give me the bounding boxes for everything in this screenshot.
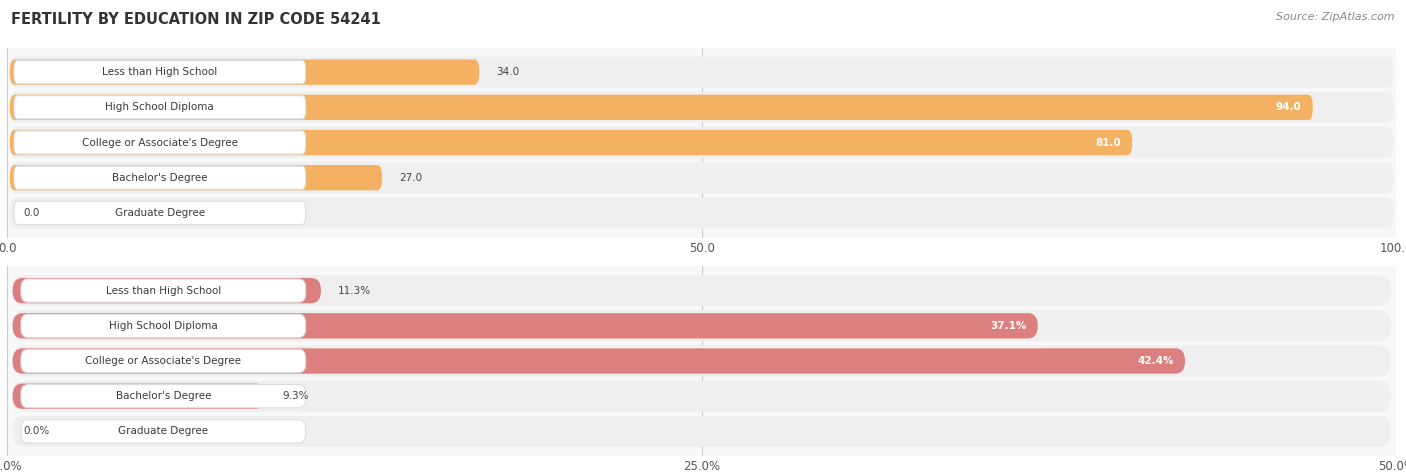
FancyBboxPatch shape: [10, 162, 1393, 193]
Text: 37.1%: 37.1%: [990, 321, 1026, 331]
Text: 94.0: 94.0: [1277, 102, 1302, 112]
Text: High School Diploma: High School Diploma: [105, 102, 214, 112]
Text: Graduate Degree: Graduate Degree: [118, 427, 208, 437]
Text: College or Associate's Degree: College or Associate's Degree: [86, 356, 242, 366]
FancyBboxPatch shape: [21, 279, 305, 302]
FancyBboxPatch shape: [10, 130, 1132, 155]
FancyBboxPatch shape: [13, 313, 1038, 339]
Text: 0.0: 0.0: [24, 208, 41, 218]
Text: College or Associate's Degree: College or Associate's Degree: [82, 137, 238, 148]
FancyBboxPatch shape: [13, 416, 1391, 447]
FancyBboxPatch shape: [13, 310, 1391, 342]
Text: Bachelor's Degree: Bachelor's Degree: [112, 173, 208, 183]
FancyBboxPatch shape: [14, 131, 305, 154]
FancyBboxPatch shape: [14, 201, 305, 225]
FancyBboxPatch shape: [14, 95, 305, 119]
FancyBboxPatch shape: [13, 345, 1391, 377]
Text: Bachelor's Degree: Bachelor's Degree: [115, 391, 211, 401]
FancyBboxPatch shape: [13, 278, 321, 304]
Text: Less than High School: Less than High School: [105, 285, 221, 295]
Text: 0.0%: 0.0%: [24, 427, 51, 437]
Text: Graduate Degree: Graduate Degree: [115, 208, 205, 218]
Text: Source: ZipAtlas.com: Source: ZipAtlas.com: [1277, 12, 1395, 22]
FancyBboxPatch shape: [14, 166, 305, 190]
Text: 81.0: 81.0: [1095, 137, 1121, 148]
Text: 34.0: 34.0: [496, 67, 519, 77]
FancyBboxPatch shape: [13, 383, 266, 409]
FancyBboxPatch shape: [21, 350, 305, 372]
FancyBboxPatch shape: [13, 275, 1391, 306]
FancyBboxPatch shape: [10, 57, 1393, 87]
FancyBboxPatch shape: [10, 127, 1393, 158]
Text: 42.4%: 42.4%: [1137, 356, 1174, 366]
FancyBboxPatch shape: [10, 198, 1393, 228]
FancyBboxPatch shape: [10, 95, 1313, 120]
FancyBboxPatch shape: [14, 60, 305, 84]
FancyBboxPatch shape: [10, 92, 1393, 123]
FancyBboxPatch shape: [21, 314, 305, 337]
Text: High School Diploma: High School Diploma: [108, 321, 218, 331]
Text: 11.3%: 11.3%: [337, 285, 371, 295]
FancyBboxPatch shape: [10, 59, 479, 85]
FancyBboxPatch shape: [10, 165, 382, 190]
Text: 27.0: 27.0: [399, 173, 422, 183]
Text: 9.3%: 9.3%: [283, 391, 308, 401]
FancyBboxPatch shape: [13, 380, 1391, 412]
FancyBboxPatch shape: [21, 420, 305, 443]
Text: FERTILITY BY EDUCATION IN ZIP CODE 54241: FERTILITY BY EDUCATION IN ZIP CODE 54241: [11, 12, 381, 27]
FancyBboxPatch shape: [21, 385, 305, 408]
FancyBboxPatch shape: [13, 348, 1185, 374]
Text: Less than High School: Less than High School: [103, 67, 218, 77]
